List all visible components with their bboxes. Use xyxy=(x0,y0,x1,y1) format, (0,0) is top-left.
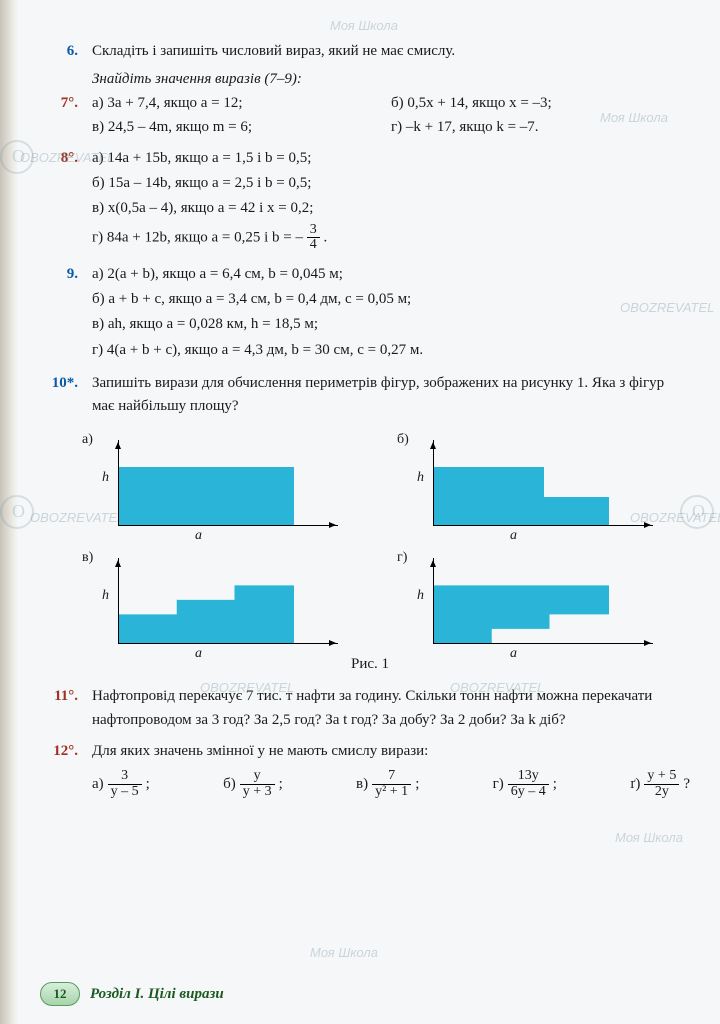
figure-c: в) h a xyxy=(100,550,375,650)
item: б) a + b + c, якщо a = 3,4 см, b = 0,4 д… xyxy=(92,288,690,311)
exercise-7: 7°. а) 3a + 7,4, якщо a = 12; б) 0,5x + … xyxy=(50,92,690,139)
dim-label: h xyxy=(102,470,109,486)
figure-caption: Рис. 1 xyxy=(50,656,690,673)
exercise-6: 6. Складіть і запишіть числовий вираз, я… xyxy=(50,40,690,63)
watermark: Моя Школа xyxy=(615,830,683,845)
section-title: Розділ I. Цілі вирази xyxy=(90,986,224,1003)
figure-grid: а) h a б) h a в) h a г) h a xyxy=(100,432,690,650)
item: б) 0,5x + 14, якщо x = –3; xyxy=(391,92,690,115)
exercise-text: Нафтопровід перекачує 7 тис. т нафти за … xyxy=(92,685,690,732)
item: в) x(0,5a – 4), якщо a = 42 і x = 0,2; xyxy=(92,197,690,220)
exercise-text: Для яких значень змінної y не мають смис… xyxy=(92,740,690,763)
exercise-number: 10*. xyxy=(50,372,92,419)
exercise-11: 11°. Нафтопровід перекачує 7 тис. т нафт… xyxy=(50,685,690,732)
exercise-number: 11°. xyxy=(50,685,92,732)
item: в) ah, якщо a = 0,028 км, h = 18,5 м; xyxy=(92,313,690,336)
exercise-8: 8°. а) 14a + 15b, якщо a = 1,5 і b = 0,5… xyxy=(50,147,690,255)
exercise-10: 10*. Запишіть вирази для обчислення пери… xyxy=(50,372,690,419)
item: а) 3a + 7,4, якщо a = 12; xyxy=(92,92,391,115)
expression-row: а)3y – 5; б)yy + 3; в)7y² + 1; г)13y6y –… xyxy=(92,769,690,799)
exercise-number: 6. xyxy=(50,40,92,63)
exercise-12: 12°. Для яких значень змінної y не мають… xyxy=(50,740,690,800)
dim-label: h xyxy=(417,588,424,604)
figure-a: а) h a xyxy=(100,432,375,532)
dim-label: a xyxy=(510,646,517,662)
exercise-number: 7°. xyxy=(50,92,92,139)
figure-label: а) xyxy=(82,432,93,448)
figure-label: г) xyxy=(397,550,407,566)
dim-label: h xyxy=(417,470,424,486)
figure-d: г) h a xyxy=(415,550,690,650)
figure-label: б) xyxy=(397,432,409,448)
item: г) –k + 17, якщо k = –7. xyxy=(391,116,690,139)
exercise-text: Складіть і запишіть числовий вираз, який… xyxy=(92,40,690,63)
exercise-text: Запишіть вирази для обчислення периметрі… xyxy=(92,372,690,419)
item: б) 15a – 14b, якщо a = 2,5 і b = 0,5; xyxy=(92,172,690,195)
item: г) 4(a + b + c), якщо a = 4,3 дм, b = 30… xyxy=(92,339,690,362)
page-number-badge: 12 xyxy=(40,982,80,1006)
exercise-number: 8°. xyxy=(50,147,92,255)
page-binding-shadow xyxy=(0,0,18,1024)
item: а) 2(a + b), якщо a = 6,4 см, b = 0,045 … xyxy=(92,263,690,286)
dim-label: a xyxy=(195,646,202,662)
item: г) 84a + 12b, якщо a = 0,25 і b = – 34 . xyxy=(92,223,690,253)
dim-label: a xyxy=(195,528,202,544)
subheading: Знайдіть значення виразів (7–9): xyxy=(92,71,690,88)
figure-b: б) h a xyxy=(415,432,690,532)
watermark: Моя Школа xyxy=(330,18,398,33)
exercise-number: 9. xyxy=(50,263,92,364)
exercise-9: 9. а) 2(a + b), якщо a = 6,4 см, b = 0,0… xyxy=(50,263,690,364)
dim-label: a xyxy=(510,528,517,544)
item: в) 24,5 – 4m, якщо m = 6; xyxy=(92,116,391,139)
figure-label: в) xyxy=(82,550,93,566)
item: а) 14a + 15b, якщо a = 1,5 і b = 0,5; xyxy=(92,147,690,170)
page-footer: 12 Розділ I. Цілі вирази xyxy=(40,982,224,1006)
dim-label: h xyxy=(102,588,109,604)
exercise-number: 12°. xyxy=(50,740,92,800)
watermark: Моя Школа xyxy=(310,945,378,960)
